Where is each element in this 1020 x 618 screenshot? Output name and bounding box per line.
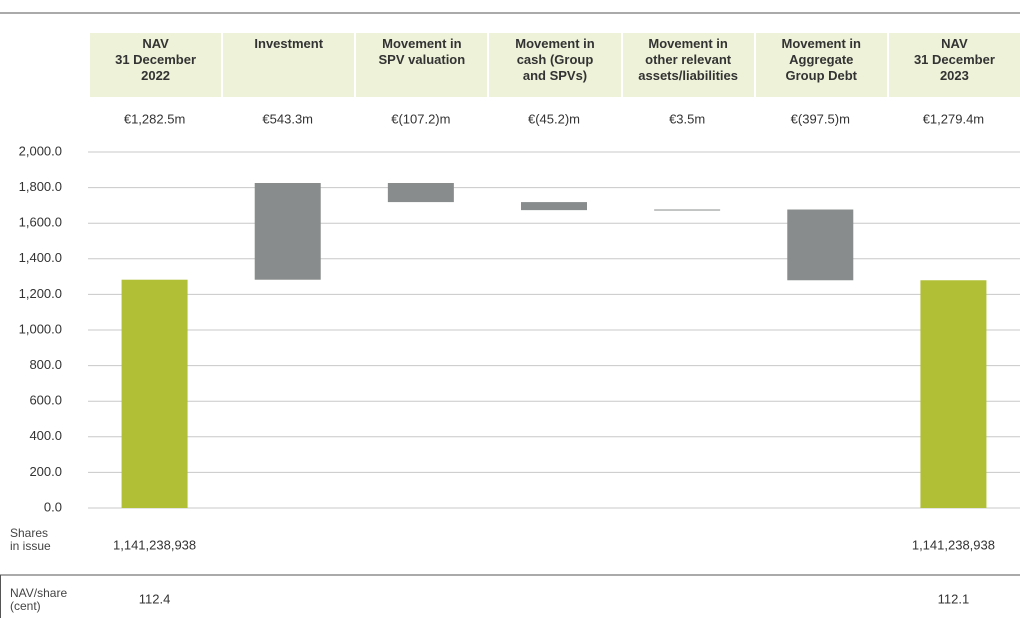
column-header: Movement in cash (Group and SPVs) (487, 33, 621, 97)
value-label: €(107.2)m (391, 111, 450, 126)
y-tick-label: 1,400.0 (19, 250, 62, 265)
column-header: Movement in other relevant assets/liabil… (620, 33, 754, 97)
y-tick-label: 800.0 (29, 357, 62, 372)
y-tick-label: 0.0 (44, 499, 62, 514)
bar (387, 183, 454, 203)
column-header: Investment (221, 33, 355, 97)
value-label: €(45.2)m (528, 111, 580, 126)
y-tick-label: 200.0 (29, 464, 62, 479)
column-header: Movement in Aggregate Group Debt (753, 33, 887, 97)
bar (654, 209, 721, 211)
y-tick-label: 600.0 (29, 393, 62, 408)
column-header: Movement in SPV valuation (354, 33, 488, 97)
row-value: 1,141,238,938 (113, 537, 196, 552)
row-value: 112.4 (139, 591, 171, 606)
y-tick-label: 400.0 (29, 428, 62, 443)
bar (121, 279, 188, 508)
row-value: 1,141,238,938 (912, 537, 995, 552)
value-label: €543.3m (262, 111, 313, 126)
bar (787, 209, 854, 281)
column-header: NAV 31 December 2023 (886, 33, 1020, 97)
value-label: €3.5m (669, 111, 705, 126)
y-tick-label: 1,600.0 (19, 215, 62, 230)
bar (254, 183, 321, 280)
y-tick-label: 2,000.0 (19, 143, 62, 158)
row-value: 112.1 (938, 591, 970, 606)
value-label: €1,282.5m (124, 111, 185, 126)
y-tick-label: 1,800.0 (19, 179, 62, 194)
y-tick-label: 1,000.0 (19, 321, 62, 336)
bar (920, 280, 987, 508)
bar (521, 202, 587, 211)
row-label: Shares in issue (10, 526, 51, 553)
row-label: NAV/share (cent) (10, 586, 68, 613)
column-header: NAV 31 December 2022 (88, 33, 222, 97)
value-label: €1,279.4m (923, 111, 984, 126)
value-label: €(397.5)m (791, 111, 850, 126)
y-tick-label: 1,200.0 (19, 286, 62, 301)
